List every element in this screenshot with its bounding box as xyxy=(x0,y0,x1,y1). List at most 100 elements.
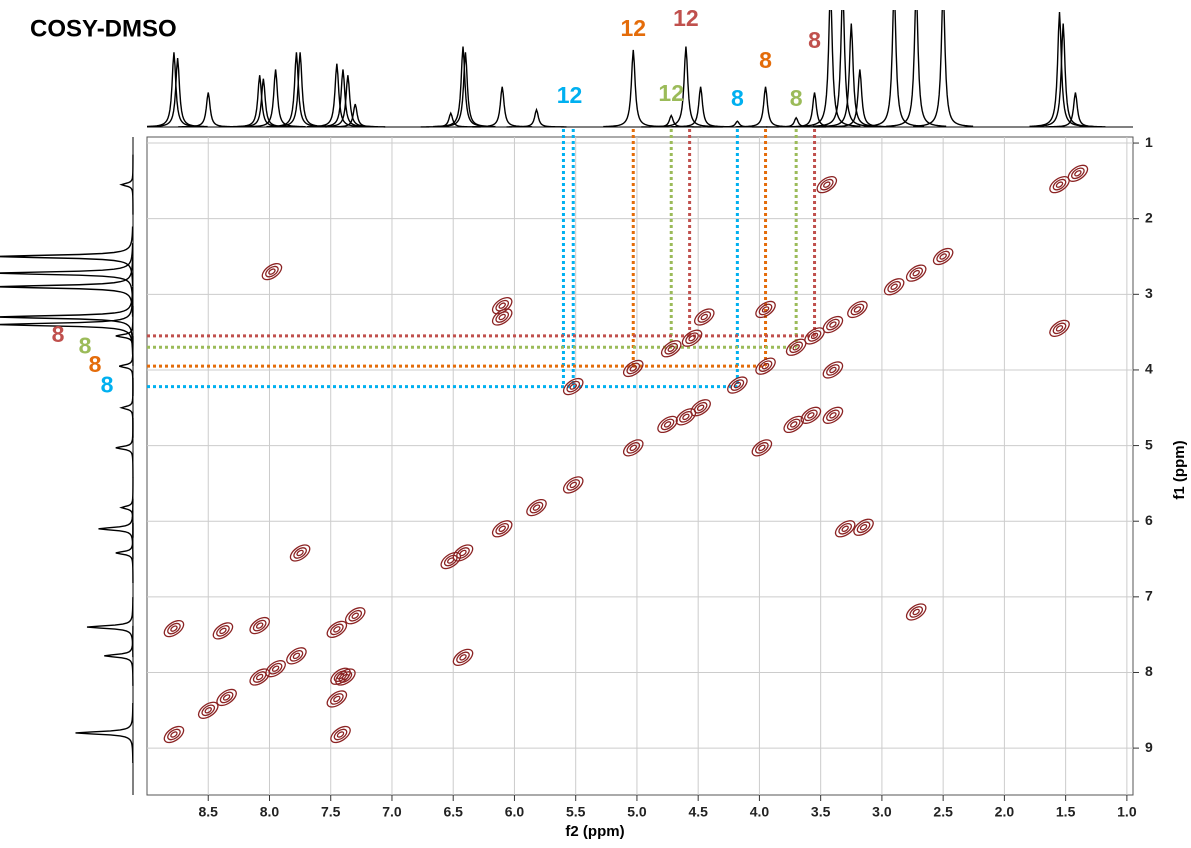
cross-peak-contour xyxy=(682,413,690,421)
cross-peak xyxy=(847,300,868,319)
cross-peak-contour xyxy=(252,671,267,683)
x-tick-label: 8.0 xyxy=(260,804,280,820)
projection-peak xyxy=(233,78,294,128)
y-tick-label: 6 xyxy=(1145,512,1153,528)
y-tick-label: 5 xyxy=(1145,436,1153,452)
cross-peak xyxy=(800,406,822,424)
cross-peak-contour xyxy=(838,522,852,535)
cross-peak-contour xyxy=(1052,322,1067,335)
y-tick-label: 1 xyxy=(1145,134,1153,150)
projection-peak xyxy=(800,10,861,127)
x-tick-label: 1.0 xyxy=(1117,804,1137,820)
cross-peaks xyxy=(163,164,1089,744)
cross-peak xyxy=(783,415,805,434)
cross-peak-contour xyxy=(293,547,307,559)
cross-peak-contour xyxy=(459,654,467,661)
cross-peak xyxy=(816,176,838,194)
cross-peak xyxy=(755,300,776,319)
peak-label: 8 xyxy=(790,85,803,111)
f2-projection xyxy=(147,10,1133,128)
cross-peak-contour xyxy=(289,650,304,662)
cross-peak xyxy=(326,690,348,708)
cross-peak xyxy=(452,648,474,666)
cross-peak xyxy=(163,725,185,744)
plot-frame xyxy=(146,136,1134,796)
projection-peak xyxy=(812,10,873,127)
x-tick-label: 2.0 xyxy=(995,804,1015,820)
peak-label: 12 xyxy=(557,82,583,108)
cross-peak xyxy=(491,308,513,326)
x-tick-label: 7.0 xyxy=(382,804,402,820)
cross-peak-contour xyxy=(201,704,216,717)
cross-peak xyxy=(491,297,513,315)
cross-peak xyxy=(822,361,844,379)
cross-peak xyxy=(681,329,703,347)
grid xyxy=(147,137,1133,795)
cross-peak-contour xyxy=(333,670,348,683)
cross-peak-contour xyxy=(336,673,345,680)
y-tick-label: 2 xyxy=(1145,209,1153,225)
cross-peak-contour xyxy=(1055,181,1064,188)
cross-peak-contour xyxy=(789,421,798,428)
projection-peak xyxy=(147,57,208,128)
guides xyxy=(147,129,817,389)
projection-peak xyxy=(0,226,134,287)
projection-peak xyxy=(886,10,947,127)
x-tick-label: 4.5 xyxy=(688,804,708,820)
cross-peak-contour xyxy=(167,728,181,741)
cross-peak-contour xyxy=(663,421,672,428)
cross-peak-contour xyxy=(216,625,230,637)
cross-peak-contour xyxy=(456,547,470,559)
cross-peak xyxy=(622,359,644,378)
cross-peak-contour xyxy=(532,504,541,511)
cross-peak xyxy=(562,377,584,396)
cross-peak-contour xyxy=(333,695,341,703)
projection-peak xyxy=(641,113,702,128)
cross-peak xyxy=(344,607,366,625)
cross-peak xyxy=(330,667,351,685)
projection-peak xyxy=(266,52,327,128)
projection-peak xyxy=(119,154,134,215)
cross-peak xyxy=(216,688,237,707)
cross-peak xyxy=(289,544,311,562)
cross-peak xyxy=(249,616,270,635)
projection-peak xyxy=(325,103,386,128)
cross-peak-contour xyxy=(626,442,641,454)
cross-peak xyxy=(727,376,748,394)
projection-peak xyxy=(1029,11,1090,128)
cross-peak-contour xyxy=(730,379,745,391)
cross-peak-contour xyxy=(939,253,947,260)
cross-peak-contour xyxy=(807,412,815,419)
x-tick-label: 2.5 xyxy=(933,804,953,820)
projection-peak xyxy=(147,52,204,128)
cross-peak-contour xyxy=(792,344,800,351)
cross-peak-contour xyxy=(733,381,742,389)
cross-peak-contour xyxy=(758,360,773,372)
projection-peak xyxy=(178,92,239,128)
projection-peak xyxy=(119,477,134,538)
cross-peak-contour xyxy=(268,662,283,675)
cross-peak-contour xyxy=(829,321,837,328)
cross-peak-contour xyxy=(936,250,950,263)
cross-peak xyxy=(622,439,644,457)
cross-peak xyxy=(834,520,856,538)
x-tick-label: 5.5 xyxy=(566,804,586,820)
cross-peak-contour xyxy=(629,444,638,452)
y-tick-label: 9 xyxy=(1145,739,1153,755)
cross-peak-contour xyxy=(456,651,470,664)
y-tick-label: 3 xyxy=(1145,285,1153,301)
projection-peak xyxy=(829,69,890,128)
cross-peak-contour xyxy=(826,409,840,422)
cross-peak xyxy=(883,278,905,296)
cross-peak-contour xyxy=(222,694,231,701)
cross-peak-contour xyxy=(566,380,581,393)
cross-peak xyxy=(751,439,773,457)
cross-peak xyxy=(335,668,356,686)
cross-peak-contour xyxy=(330,623,344,636)
projection-peak xyxy=(472,86,533,128)
cross-peak xyxy=(326,620,348,639)
cross-peak-contour xyxy=(219,627,227,635)
projection-peak xyxy=(245,69,306,128)
cross-peak-contour xyxy=(819,178,834,191)
cross-peak xyxy=(1049,319,1070,337)
